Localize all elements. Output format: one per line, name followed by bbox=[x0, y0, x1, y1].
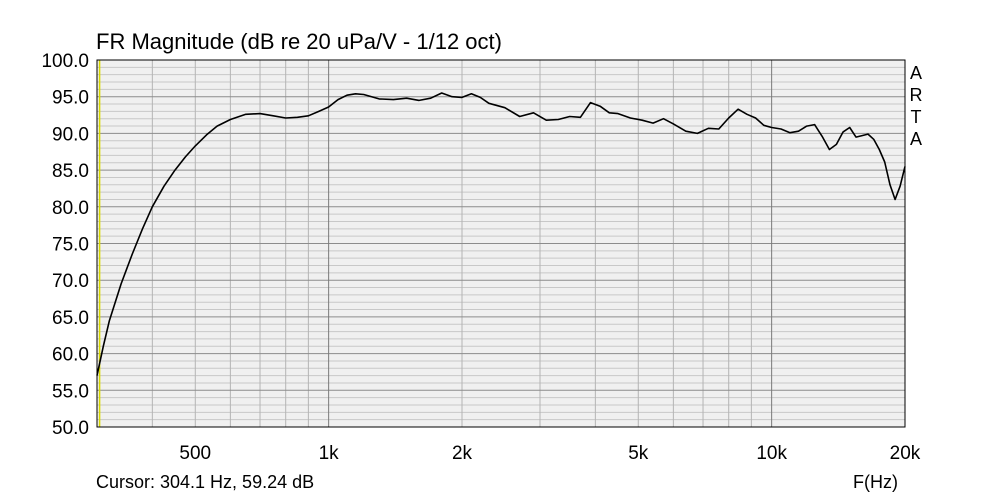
brand-letter: R bbox=[910, 85, 923, 105]
y-tick-label: 70.0 bbox=[52, 271, 89, 292]
x-tick-label: 5k bbox=[628, 443, 649, 464]
y-tick-label: 100.0 bbox=[41, 51, 89, 72]
y-tick-label: 80.0 bbox=[52, 198, 89, 219]
y-tick-label: 90.0 bbox=[52, 124, 89, 145]
y-tick-label: 85.0 bbox=[52, 161, 89, 182]
y-tick-label: 50.0 bbox=[52, 418, 89, 439]
x-axis-label: F(Hz) bbox=[853, 472, 898, 492]
x-tick-label: 1k bbox=[319, 443, 340, 464]
chart-title: FR Magnitude (dB re 20 uPa/V - 1/12 oct) bbox=[96, 29, 502, 54]
x-axis-ticks: 500 1k 2k 5k 10k 20k bbox=[179, 443, 920, 464]
brand-letter: A bbox=[910, 129, 922, 149]
brand-letter: A bbox=[910, 63, 922, 83]
arta-brand: A R T A bbox=[910, 63, 923, 149]
brand-letter: T bbox=[911, 107, 922, 127]
y-axis-ticks: 100.0 95.0 90.0 85.0 80.0 75.0 70.0 65.0 60.0 55.… bbox=[41, 51, 89, 439]
y-tick-label: 65.0 bbox=[52, 308, 89, 329]
y-tick-label: 60.0 bbox=[52, 345, 89, 366]
minor-grid bbox=[97, 60, 905, 427]
plot-frame bbox=[96, 59, 906, 428]
series-line-fr-magnitude bbox=[96, 92, 906, 376]
x-tick-label: 10k bbox=[756, 443, 787, 464]
major-grid bbox=[97, 60, 905, 427]
y-tick-label: 55.0 bbox=[52, 381, 89, 402]
x-tick-label: 2k bbox=[452, 443, 473, 464]
y-tick-label: 75.0 bbox=[52, 235, 89, 256]
x-tick-label: 500 bbox=[179, 443, 211, 464]
cursor-readout: Cursor: 304.1 Hz, 59.24 dB bbox=[96, 472, 314, 492]
y-tick-label: 95.0 bbox=[52, 88, 89, 109]
x-tick-label: 20k bbox=[890, 443, 921, 464]
